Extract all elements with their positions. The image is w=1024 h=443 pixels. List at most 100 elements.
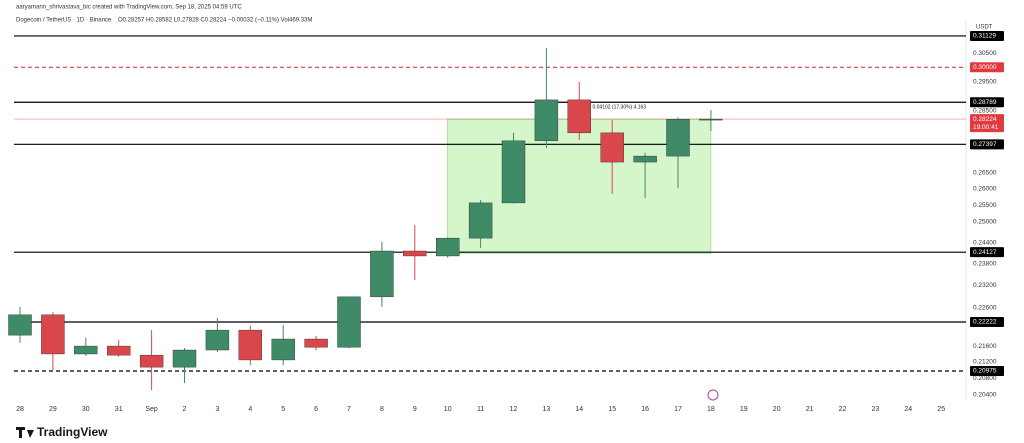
level-label: 0.27397 bbox=[973, 141, 997, 148]
candle-body bbox=[370, 250, 394, 298]
x-tick-label: 17 bbox=[674, 406, 682, 413]
y-tick-label: 0.20400 bbox=[973, 391, 997, 398]
candle bbox=[534, 48, 559, 148]
level-tag bbox=[970, 30, 1004, 41]
candle bbox=[370, 241, 394, 307]
symbol: Dogecoin / TetherUS · 1D · Binance bbox=[16, 18, 112, 24]
candle bbox=[8, 306, 32, 343]
level-label: 0.31129 bbox=[973, 33, 996, 40]
candle-body bbox=[501, 140, 526, 204]
candle bbox=[666, 117, 690, 189]
candle-body bbox=[172, 349, 197, 368]
level-tag bbox=[970, 97, 1004, 108]
candle bbox=[436, 237, 460, 258]
credit: aaryamann_shrivastava_bic created with T… bbox=[16, 5, 242, 11]
x-tick-label: 24 bbox=[904, 406, 912, 413]
event-icon bbox=[707, 389, 719, 401]
candle-body bbox=[271, 338, 295, 361]
candle-body bbox=[205, 329, 230, 351]
x-tick-label: Sep bbox=[145, 406, 158, 413]
x-tick-label: 15 bbox=[608, 406, 616, 413]
x-tick-label: 5 bbox=[281, 406, 285, 413]
y-tick-label: 0.24400 bbox=[973, 239, 997, 246]
candle bbox=[106, 340, 131, 357]
x-tick-label: 11 bbox=[477, 406, 484, 413]
x-tick-label: 28 bbox=[16, 406, 24, 413]
x-tick-label: 7 bbox=[347, 406, 351, 413]
candle-body bbox=[106, 345, 131, 356]
x-tick-label: 4 bbox=[248, 406, 252, 413]
level-label: 0.30000 bbox=[973, 64, 997, 71]
candle bbox=[633, 152, 657, 198]
candle bbox=[501, 132, 526, 204]
x-tick-label: 21 bbox=[806, 406, 814, 413]
currency: USDT bbox=[976, 25, 993, 31]
logo: TradingView bbox=[16, 425, 108, 439]
candle-body bbox=[337, 296, 361, 348]
y-tick-label: 0.29500 bbox=[973, 78, 997, 85]
level-tag bbox=[970, 316, 1004, 327]
y-tick-label: 0.25000 bbox=[973, 219, 997, 226]
candle bbox=[41, 312, 65, 370]
candle-body bbox=[436, 237, 460, 257]
candle-body bbox=[41, 314, 65, 355]
ohlc-legend: O0.28257 H0.28582 L0.27828 C0.28224 −0.0… bbox=[118, 18, 312, 24]
price-tag bbox=[970, 114, 1004, 133]
x-tick-label: 10 bbox=[444, 406, 452, 413]
candle-body bbox=[403, 250, 427, 257]
level-label: 0.28789 bbox=[973, 99, 997, 106]
level-label: 0.22222 bbox=[973, 319, 997, 326]
x-tick-label: 31 bbox=[115, 406, 123, 413]
y-tick-label: 0.23800 bbox=[973, 260, 997, 267]
y-tick-label: 0.23200 bbox=[973, 282, 997, 289]
candle bbox=[205, 317, 230, 352]
level-tag bbox=[970, 365, 1004, 376]
brand: TradingView bbox=[37, 425, 108, 439]
candle bbox=[600, 120, 624, 194]
candle bbox=[337, 296, 361, 349]
candle bbox=[304, 335, 328, 351]
x-tick-label: 3 bbox=[215, 406, 219, 413]
candle-body bbox=[238, 329, 263, 361]
y-tick-label: 0.20800 bbox=[973, 375, 997, 382]
candle bbox=[74, 337, 98, 356]
price-label: 0.28224 bbox=[973, 116, 997, 123]
x-tick-label: 16 bbox=[641, 406, 649, 413]
x-tick-label: 22 bbox=[839, 406, 847, 413]
candle-body bbox=[139, 354, 164, 368]
candle-body bbox=[74, 345, 98, 355]
level-label: 0.20975 bbox=[973, 368, 997, 375]
x-tick-label: 14 bbox=[575, 406, 583, 413]
x-tick-label: 2 bbox=[183, 406, 187, 413]
candle-body bbox=[699, 118, 723, 121]
candle-body bbox=[633, 155, 657, 163]
x-tick-label: 9 bbox=[413, 406, 417, 413]
candle-body bbox=[600, 132, 624, 163]
candle bbox=[238, 325, 263, 366]
candle bbox=[172, 348, 197, 384]
x-tick-label: 8 bbox=[380, 406, 384, 413]
candle bbox=[699, 109, 723, 132]
candle-body bbox=[666, 119, 690, 157]
candle-body bbox=[534, 99, 559, 142]
candle bbox=[139, 330, 164, 391]
candle bbox=[567, 81, 591, 140]
x-tick-label: 23 bbox=[872, 406, 880, 413]
candle bbox=[468, 199, 493, 248]
x-tick-label: 25 bbox=[937, 406, 945, 413]
level-tag bbox=[970, 247, 1004, 258]
y-tick-label: 0.21600 bbox=[973, 343, 997, 350]
y-tick-label: 0.25500 bbox=[973, 202, 997, 209]
level-tag bbox=[970, 139, 1004, 150]
candle bbox=[271, 325, 295, 366]
candle bbox=[403, 225, 427, 280]
level-label: 0.24127 bbox=[973, 249, 997, 256]
x-tick-label: 18 bbox=[707, 406, 715, 413]
y-tick-label: 0.28500 bbox=[973, 108, 997, 115]
candle-body bbox=[8, 314, 32, 336]
countdown: 19:00:41 bbox=[973, 124, 999, 131]
level-tag bbox=[970, 62, 1004, 73]
y-tick-label: 0.21200 bbox=[973, 359, 997, 366]
y-tick-label: 0.30500 bbox=[973, 50, 997, 57]
